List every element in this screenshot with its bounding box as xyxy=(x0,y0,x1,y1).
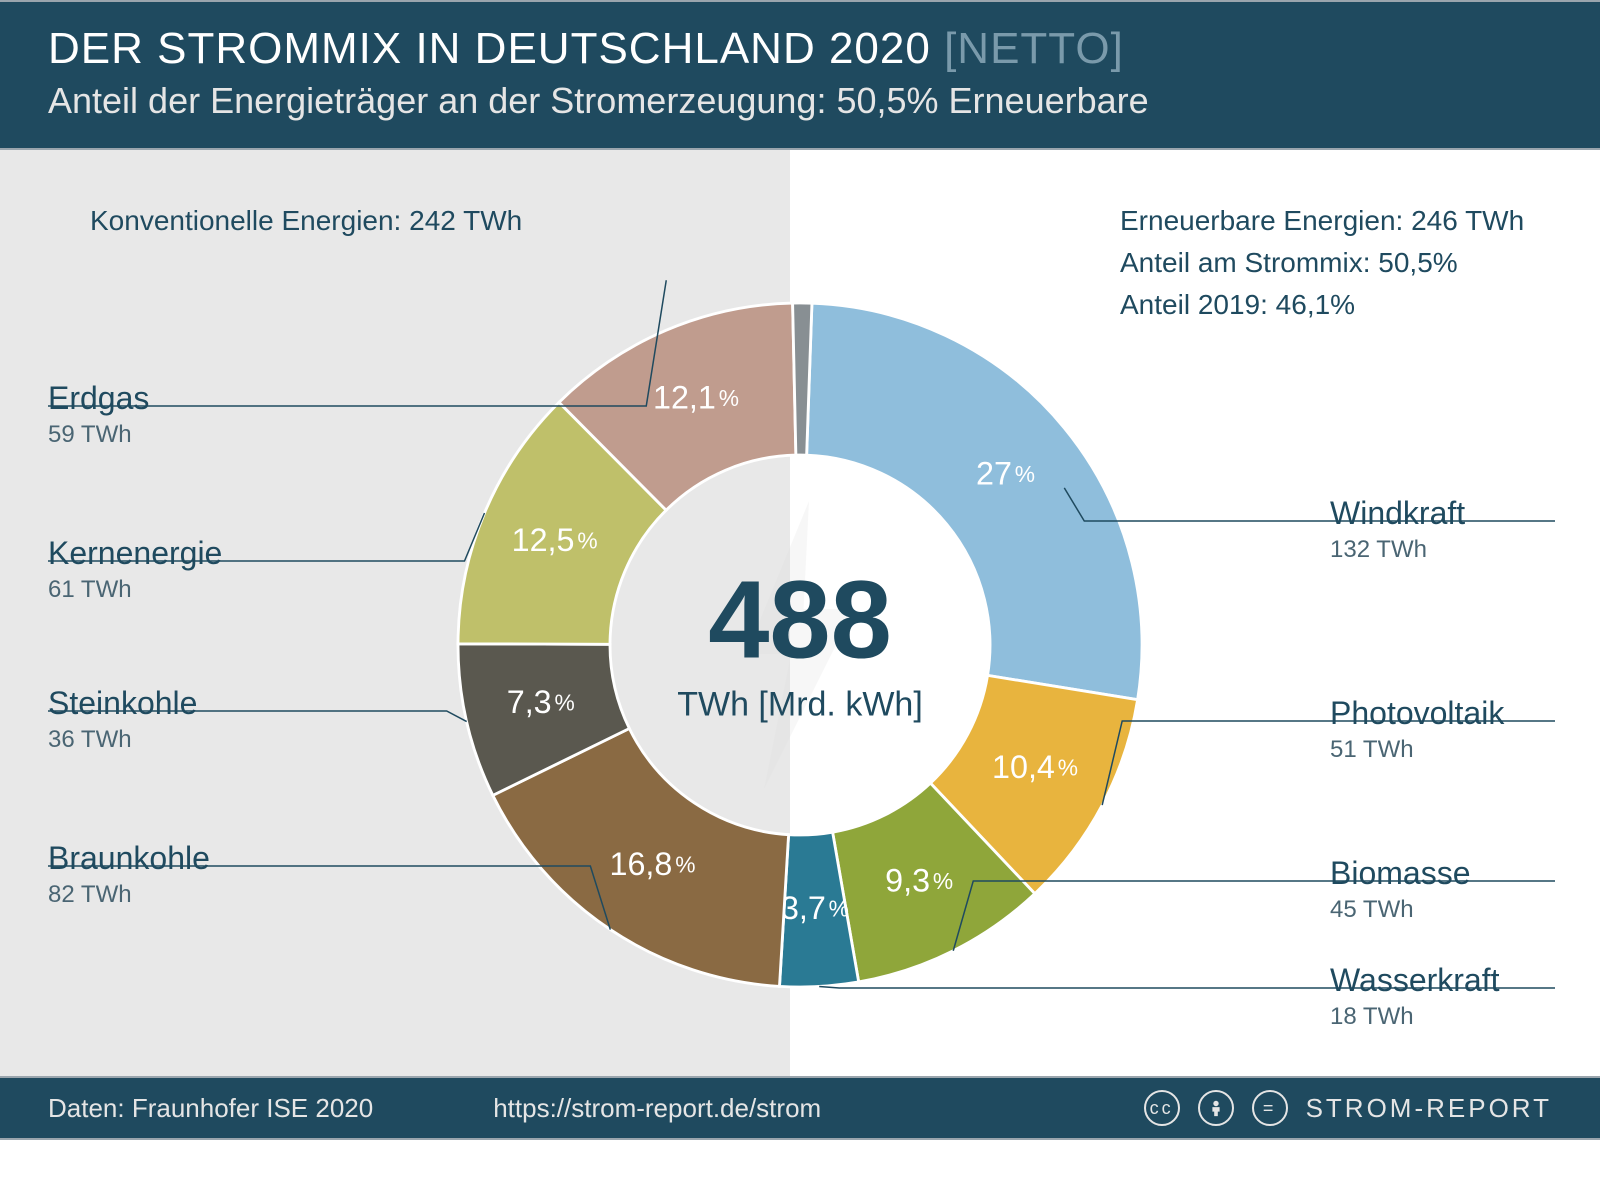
label-value-biomass: 45 TWh xyxy=(1330,896,1471,924)
label-pv: Photovoltaik 51 TWh xyxy=(1330,695,1504,764)
slice-pct-hydro: 3,7% xyxy=(781,890,849,926)
label-name-hardcoal: Steinkohle xyxy=(48,685,197,722)
label-name-biomass: Biomasse xyxy=(1330,855,1471,892)
slice-pct-gas: 12,1% xyxy=(653,380,739,416)
footer-source: Daten: Fraunhofer ISE 2020 xyxy=(48,1093,373,1124)
total-value: 488 xyxy=(677,566,923,676)
slice-pct-nuclear: 12,5% xyxy=(512,522,598,558)
label-name-wind: Windkraft xyxy=(1330,495,1465,532)
brand-text: STROM-REPORT xyxy=(1306,1093,1552,1124)
label-value-gas: 59 TWh xyxy=(48,421,149,449)
label-nuclear: Kernenergie 61 TWh xyxy=(48,535,222,604)
slice-pct-lignite: 16,8% xyxy=(609,846,695,882)
label-hardcoal: Steinkohle 36 TWh xyxy=(48,685,197,754)
title-main: DER STROMMIX IN DEUTSCHLAND 2020 xyxy=(48,24,931,73)
conventional-group-label: Konventionelle Energien: 242 TWh xyxy=(90,200,522,242)
page-subtitle: Anteil der Energieträger an der Stromerz… xyxy=(48,80,1552,122)
label-biomass: Biomasse 45 TWh xyxy=(1330,855,1471,924)
label-value-lignite: 82 TWh xyxy=(48,881,210,909)
label-hydro: Wasserkraft 18 TWh xyxy=(1330,962,1500,1031)
footer-url: https://strom-report.de/strom xyxy=(493,1093,1143,1124)
cc-icon: cc xyxy=(1144,1090,1180,1126)
by-icon xyxy=(1198,1090,1234,1126)
footer-brand: cc = STROM-REPORT xyxy=(1144,1090,1552,1126)
renewable-group-label: Erneuerbare Energien: 246 TWhAnteil am S… xyxy=(1120,200,1524,326)
label-name-gas: Erdgas xyxy=(48,380,149,417)
label-value-wind: 132 TWh xyxy=(1330,536,1465,564)
total-unit: TWh [Mrd. kWh] xyxy=(677,686,923,725)
label-value-hydro: 18 TWh xyxy=(1330,1003,1500,1031)
label-name-pv: Photovoltaik xyxy=(1330,695,1504,732)
donut-chart: 27% 10,4% 9,3% 3,7% 16,8% 7,3% 12,5% 12,1% 488 … xyxy=(420,265,1180,1025)
center-label: 488 TWh [Mrd. kWh] xyxy=(677,566,923,725)
header: DER STROMMIX IN DEUTSCHLAND 2020 [NETTO]… xyxy=(0,0,1600,150)
label-name-hydro: Wasserkraft xyxy=(1330,962,1500,999)
title-bracket: [NETTO] xyxy=(944,24,1124,73)
label-value-pv: 51 TWh xyxy=(1330,736,1504,764)
footer: Daten: Fraunhofer ISE 2020 https://strom… xyxy=(0,1076,1600,1140)
label-wind: Windkraft 132 TWh xyxy=(1330,495,1465,564)
label-value-hardcoal: 36 TWh xyxy=(48,726,197,754)
label-lignite: Braunkohle 82 TWh xyxy=(48,840,210,909)
label-name-lignite: Braunkohle xyxy=(48,840,210,877)
nd-icon: = xyxy=(1252,1090,1288,1126)
slice-pct-pv: 10,4% xyxy=(992,749,1078,785)
label-gas: Erdgas 59 TWh xyxy=(48,380,149,449)
page-title: DER STROMMIX IN DEUTSCHLAND 2020 [NETTO] xyxy=(48,24,1552,74)
slice-pct-biomass: 9,3% xyxy=(885,862,953,898)
chart-area: Konventionelle Energien: 242 TWh Erneuer… xyxy=(0,150,1600,1140)
label-name-nuclear: Kernenergie xyxy=(48,535,222,572)
slice-pct-hardcoal: 7,3% xyxy=(507,684,575,720)
slice-pct-wind: 27% xyxy=(976,456,1035,492)
label-value-nuclear: 61 TWh xyxy=(48,576,222,604)
